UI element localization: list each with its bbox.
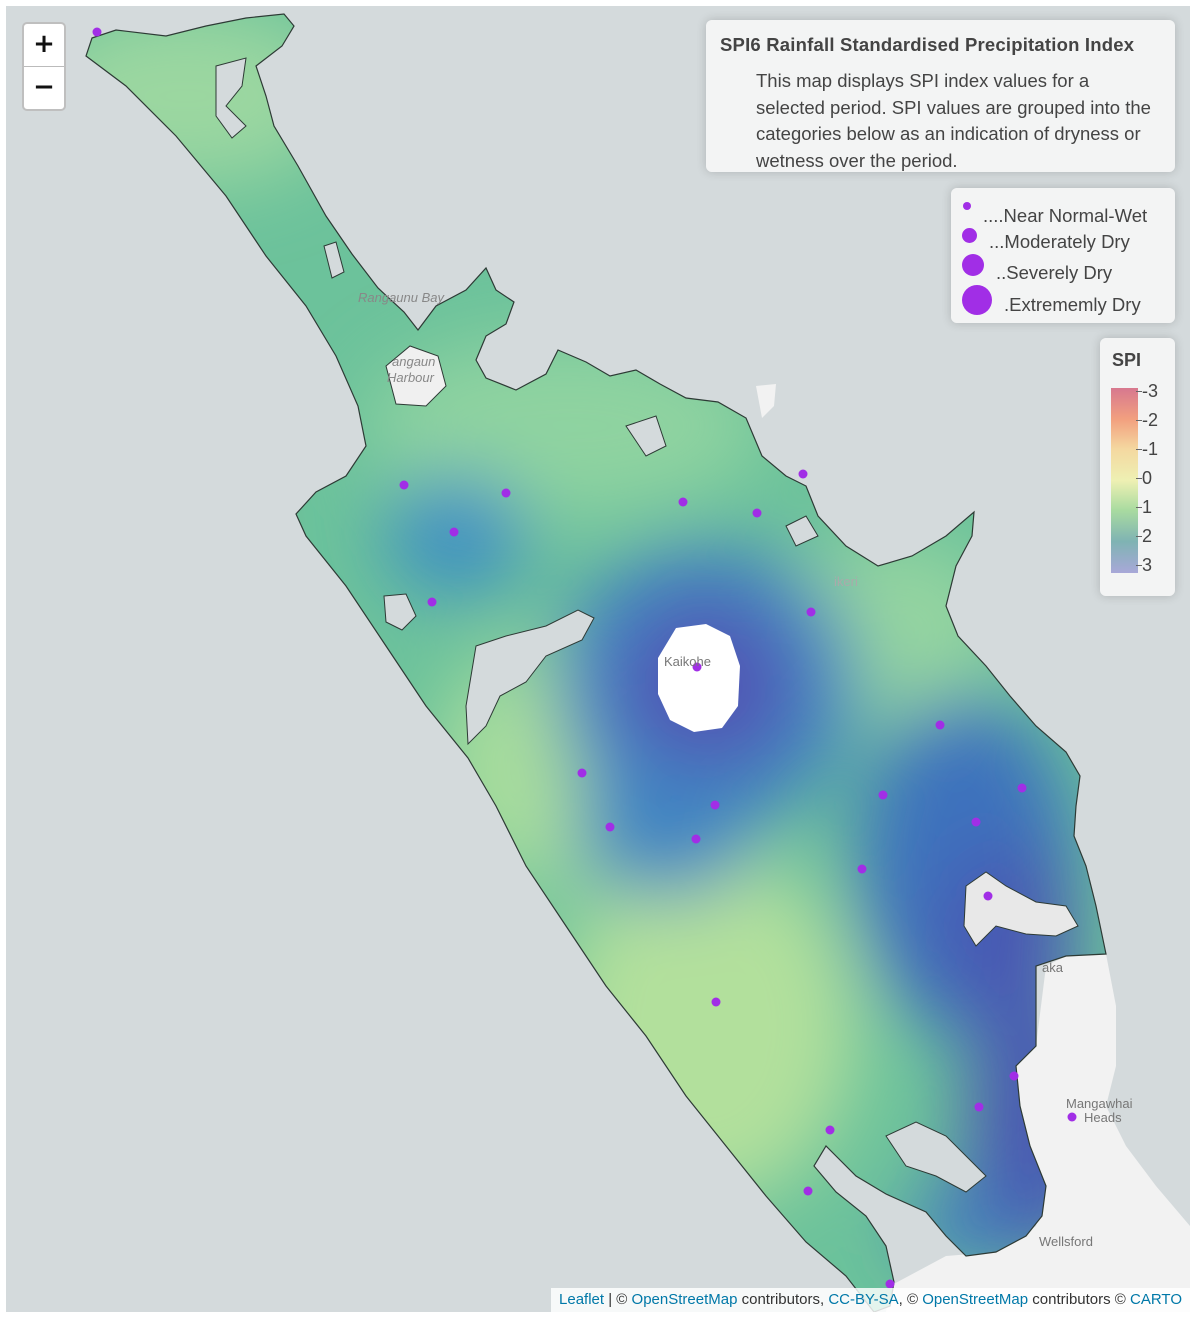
station-marker [971, 817, 981, 827]
legend-tick-label: 1 [1142, 497, 1153, 517]
marker-size-legend: ....Near Normal-Wet ...Moderately Dry ..… [951, 188, 1175, 323]
station-marker [857, 864, 867, 874]
attribution-text: | © [604, 1291, 632, 1308]
station-marker [983, 891, 993, 901]
station-marker [974, 1102, 984, 1112]
station-marker [605, 822, 615, 832]
place-label-rangaunu-harbour: angaun [392, 354, 436, 369]
zoom-in-button[interactable]: + [24, 24, 64, 67]
map-canvas[interactable] [6, 6, 1190, 1312]
place-label-rangaunu-harbour-2: Harbour [387, 370, 434, 385]
station-markers [92, 27, 1077, 1289]
legend-dot-large [962, 254, 984, 276]
legend-tick-label: -2 [1142, 410, 1159, 430]
spi-color-legend: SPI -3 -2 -1 0 1 2 3 [1100, 338, 1175, 596]
info-title: SPI6 Rainfall Standardised Precipitation… [720, 34, 1135, 55]
attribution-text: contributors © [1028, 1291, 1131, 1308]
station-marker [1017, 783, 1027, 793]
legend-label: .Extrememly Dry [1004, 294, 1141, 315]
station-marker [92, 27, 102, 37]
legend-label: ...Moderately Dry [989, 231, 1130, 252]
place-label-kaikohe: Kaikohe [664, 654, 711, 669]
attribution-bar: Leaflet | © OpenStreetMap contributors, … [551, 1288, 1190, 1312]
legend-tick-label: -1 [1142, 439, 1159, 459]
place-label-mangawhai: Mangawhai [1066, 1096, 1133, 1111]
legend-dot-medium [962, 228, 977, 243]
basemap-land-south [886, 954, 1190, 1312]
legend-title: SPI [1112, 350, 1142, 370]
station-marker [710, 800, 720, 810]
station-marker [825, 1125, 835, 1135]
osm-link-2[interactable]: OpenStreetMap [922, 1291, 1029, 1308]
zoom-control: + − [22, 22, 66, 111]
kaikohe-gap [658, 624, 740, 732]
place-label-wellsford: Wellsford [1039, 1234, 1093, 1249]
basemap-island [756, 384, 776, 418]
station-marker [803, 1186, 813, 1196]
station-marker [1067, 1112, 1077, 1122]
color-ramp [1111, 388, 1138, 573]
carto-link[interactable]: CARTO [1130, 1291, 1182, 1308]
legend-tick-label: 2 [1142, 526, 1153, 546]
leaflet-link[interactable]: Leaflet [559, 1291, 605, 1308]
station-marker [711, 997, 721, 1007]
legend-tick-label: 3 [1142, 555, 1153, 575]
harbours [215, 57, 1079, 1193]
legend-label: ....Near Normal-Wet [983, 205, 1148, 226]
station-marker [798, 469, 808, 479]
osm-link[interactable]: OpenStreetMap [631, 1291, 738, 1308]
info-description: This map displays SPI index values for a… [756, 70, 1151, 171]
place-label-kaiwaka: aka [1042, 960, 1063, 975]
station-marker [885, 1279, 895, 1289]
info-panel: SPI6 Rainfall Standardised Precipitation… [706, 20, 1175, 172]
place-label-rangaunu-bay: Rangaunu Bay [358, 290, 445, 305]
station-marker [427, 597, 437, 607]
station-marker [692, 662, 702, 672]
station-marker [878, 790, 888, 800]
station-marker [449, 527, 459, 537]
legend-dot-small [963, 202, 971, 210]
station-marker [577, 768, 587, 778]
station-marker [501, 488, 511, 498]
legend-tick-label: 0 [1142, 468, 1153, 488]
attribution-text: , © [898, 1291, 923, 1308]
place-label-kerikeri: ikeri [834, 574, 858, 589]
legend-dot-xlarge [962, 285, 992, 315]
station-marker [399, 480, 409, 490]
legend-label: ..Severely Dry [996, 262, 1113, 283]
zoom-out-button[interactable]: − [33, 72, 55, 102]
station-marker [806, 607, 816, 617]
station-marker [1009, 1071, 1019, 1081]
station-marker [935, 720, 945, 730]
station-marker [752, 508, 762, 518]
map-container[interactable]: Rangaunu Bay angaun Harbour Kaikohe iker… [6, 6, 1190, 1312]
station-marker [691, 834, 701, 844]
place-label-mangawhai-heads: Heads [1084, 1110, 1122, 1125]
station-marker [678, 497, 688, 507]
cc-by-sa-link[interactable]: CC-BY-SA [828, 1291, 899, 1308]
legend-tick-label: -3 [1142, 381, 1159, 401]
attribution-text: contributors, [737, 1291, 829, 1308]
